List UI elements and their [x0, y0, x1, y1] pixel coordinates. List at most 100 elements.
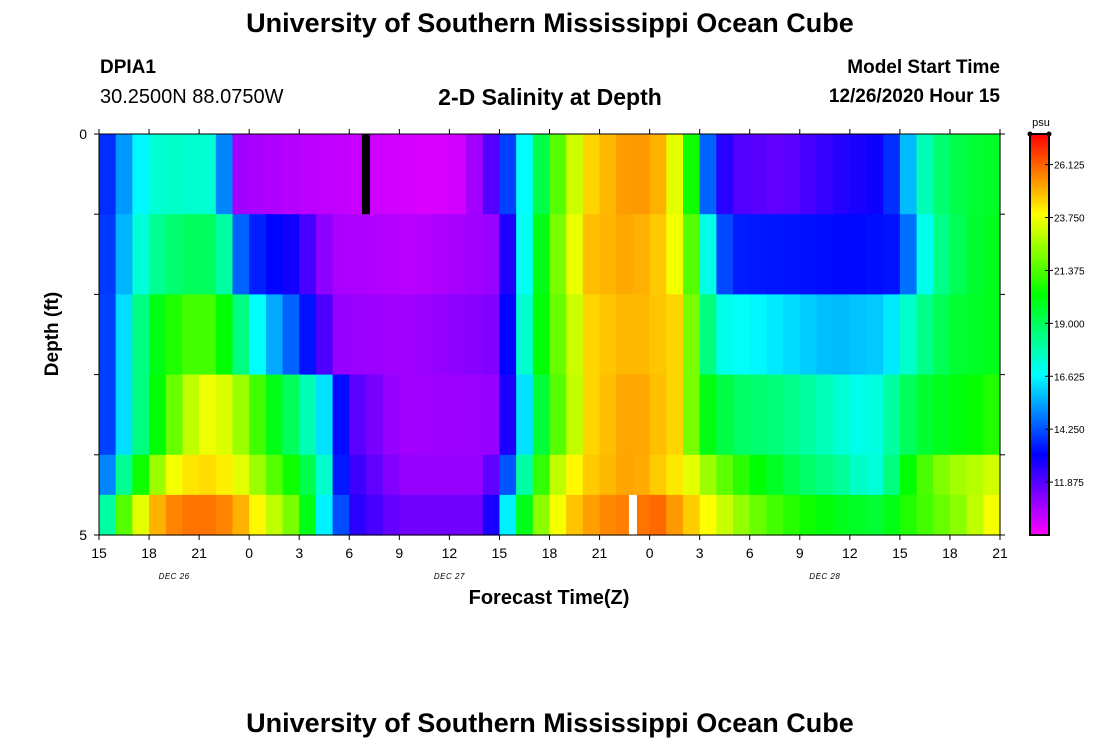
colorbar-tick-label: 19.000 — [1054, 319, 1085, 330]
station-id: DPIA1 — [100, 57, 156, 78]
x-axis-label: Forecast Time(Z) — [469, 587, 630, 609]
heatmap-cell — [332, 454, 350, 496]
footer-title: University of Southern Mississippi Ocean… — [246, 708, 854, 738]
heatmap-cell — [849, 294, 868, 376]
heatmap-cell — [733, 454, 751, 496]
heatmap-cell — [916, 494, 934, 536]
heatmap-cell — [265, 214, 284, 295]
x-tick-label: 15 — [892, 545, 908, 561]
heatmap-cell — [399, 494, 417, 536]
heatmap-cell — [682, 494, 701, 536]
heatmap-cell — [566, 374, 584, 456]
heatmap-cell — [632, 294, 651, 376]
heatmap-cell — [99, 294, 117, 376]
heatmap-cell — [499, 494, 517, 536]
heatmap-cell — [132, 134, 150, 215]
heatmap-cell — [599, 214, 617, 295]
heatmap-cell — [983, 134, 1001, 215]
heatmap-cell — [883, 214, 901, 295]
heatmap-cell — [799, 294, 818, 376]
heatmap-cell — [766, 294, 784, 376]
date-label: DEC 28 — [809, 572, 840, 581]
heatmap-cell — [699, 374, 717, 456]
heatmap-cell — [399, 134, 417, 215]
heatmap-cell — [265, 494, 284, 536]
colorbar-scale — [1029, 133, 1050, 536]
heatmap-cell — [299, 214, 317, 295]
heatmap-cell — [899, 214, 918, 295]
heatmap-cell — [332, 134, 350, 215]
heatmap-cell — [899, 454, 918, 496]
heatmap-cell — [582, 454, 601, 496]
heatmap-cell — [416, 494, 434, 536]
heatmap-cell — [699, 214, 717, 295]
heatmap-cell — [132, 454, 150, 496]
heatmap-cell — [766, 494, 784, 536]
heatmap-cell — [282, 374, 300, 456]
heatmap-cell — [699, 134, 717, 215]
heatmap-cell — [783, 134, 801, 215]
heatmap-cell — [382, 374, 400, 456]
heatmap-cell — [883, 454, 901, 496]
heatmap-cell — [315, 374, 334, 456]
heatmap-cell — [816, 214, 834, 295]
heatmap-cell — [449, 134, 467, 215]
heatmap-cell — [466, 494, 484, 536]
heatmap-cell — [232, 494, 250, 536]
heatmap-cell — [149, 294, 167, 376]
heatmap-cell — [466, 374, 484, 456]
heatmap-cell — [833, 134, 851, 215]
heatmap-cell — [716, 134, 734, 215]
heatmap-cell — [499, 294, 517, 376]
heatmap-cell — [282, 494, 300, 536]
heatmap-cell — [566, 294, 584, 376]
heatmap-cell — [666, 494, 684, 536]
heatmap-cell — [499, 374, 517, 456]
heatmap-cell — [799, 134, 818, 215]
x-tick-label: 15 — [91, 545, 107, 561]
x-tick-label: 0 — [646, 545, 654, 561]
heatmap-cell — [232, 134, 250, 215]
x-tick-label: 3 — [696, 545, 704, 561]
heatmap-cell — [232, 294, 250, 376]
heatmap-cell — [215, 134, 234, 215]
x-tick-label: 0 — [245, 545, 253, 561]
heatmap-cell — [332, 374, 350, 456]
heatmap-cell — [899, 134, 918, 215]
heatmap-cell — [232, 214, 250, 295]
heatmap-cell — [165, 214, 184, 295]
heatmap-cell — [165, 134, 184, 215]
x-tick-label: 12 — [842, 545, 858, 561]
heatmap-cell — [799, 454, 818, 496]
heatmap-cell — [783, 294, 801, 376]
heatmap-cell — [432, 494, 450, 536]
heatmap-cell — [666, 214, 684, 295]
heatmap-cell — [516, 494, 534, 536]
heatmap-cell — [682, 454, 701, 496]
heatmap-cell — [99, 374, 117, 456]
heatmap-cell — [783, 454, 801, 496]
heatmap-cell — [766, 374, 784, 456]
heatmap-cell — [716, 454, 734, 496]
heatmap-cell — [616, 214, 634, 295]
heatmap-cell — [349, 494, 367, 536]
heatmap-cell — [566, 454, 584, 496]
heatmap-cell — [249, 134, 267, 215]
heatmap-cell — [983, 294, 1001, 376]
date-label: DEC 27 — [434, 572, 465, 581]
heatmap-cell — [249, 494, 267, 536]
heatmap-cell — [416, 454, 434, 496]
heatmap-cell — [382, 134, 400, 215]
heatmap-cell — [966, 134, 984, 215]
colorbar-tick-label: 11.875 — [1054, 478, 1084, 489]
heatmap-cell — [666, 294, 684, 376]
heatmap-cell — [299, 134, 317, 215]
heatmap-cell — [149, 214, 167, 295]
heatmap-cell — [933, 494, 951, 536]
heatmap-cell — [182, 494, 200, 536]
x-tick-label: 9 — [395, 545, 403, 561]
heatmap-cell — [182, 214, 200, 295]
heatmap-cell — [682, 374, 701, 456]
heatmap-cell — [716, 214, 734, 295]
